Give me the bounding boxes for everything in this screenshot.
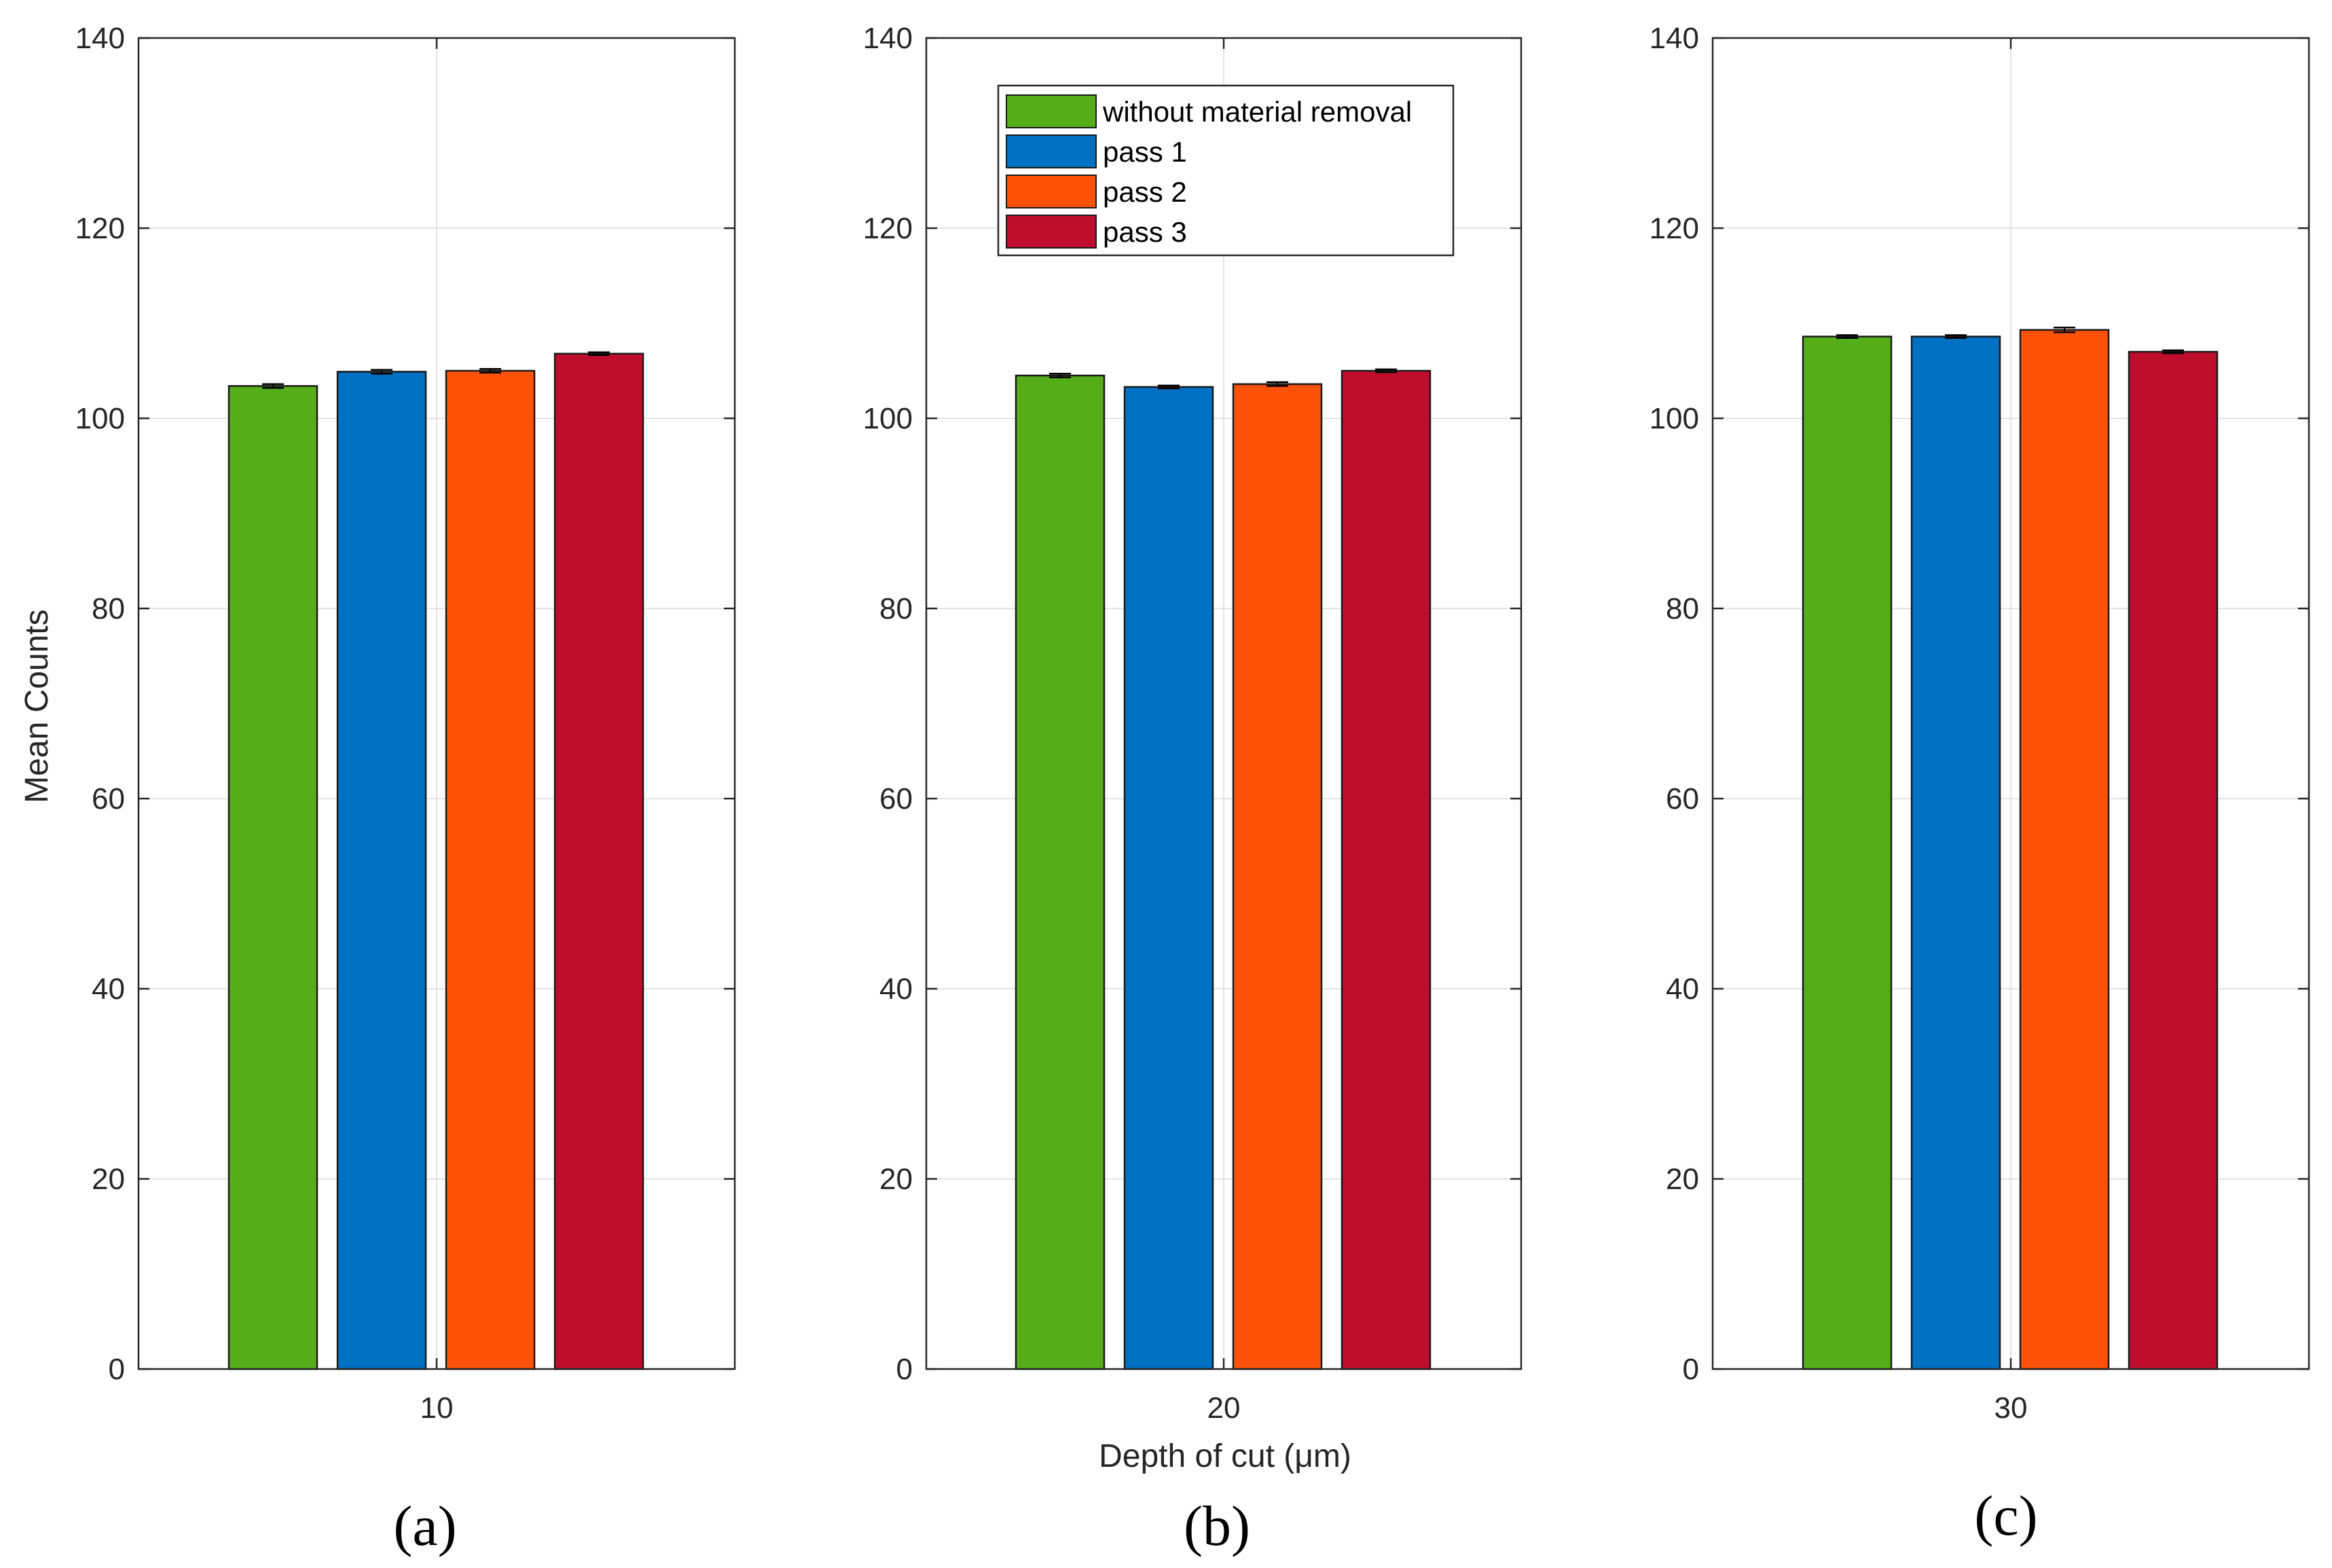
panel-b-y-tick-label: 120 — [863, 212, 913, 245]
panel-c-bar-pass-3 — [2128, 350, 2219, 1370]
panel-a-y-tick-label: 140 — [75, 22, 125, 55]
panel-a-y-axis-label: Mean Counts — [19, 609, 55, 803]
panel-b-ticks: 0 20 40 60 80 100 120 140 20 — [863, 22, 1521, 1425]
panel-a-y-tick-label: 40 — [92, 972, 125, 1006]
panel-a-y-tick-label: 80 — [92, 592, 125, 625]
panel-c: 0 20 40 60 80 100 120 140 30 (c) — [1650, 22, 2310, 1548]
panel-c-caption: (c) — [1974, 1484, 2037, 1548]
panel-a-bar-pass-2 — [445, 369, 536, 1370]
panel-c-y-tick-label: 20 — [1666, 1163, 1699, 1196]
legend-swatch-pass-1 — [1006, 134, 1097, 168]
legend-label-pass-2: pass 2 — [1103, 176, 1187, 208]
legend-entry-pass-1: pass 1 — [1006, 134, 1187, 168]
panel-c-ticks: 0 20 40 60 80 100 120 140 30 — [1650, 22, 2309, 1425]
panel-c-y-tick-label: 0 — [1683, 1353, 1699, 1386]
panel-a-y-tick-label: 60 — [92, 782, 125, 816]
panel-b-x-axis-label: Depth of cut (μm) — [1099, 1438, 1351, 1474]
panel-b-bar-pass-2 — [1232, 383, 1323, 1370]
panel-c-bar-pass-2 — [2019, 329, 2110, 1370]
panel-a-y-tick-label: 120 — [75, 212, 125, 245]
panel-a-bar-pass-3 — [553, 352, 644, 1370]
panel-b-y-tick-label: 60 — [879, 782, 913, 816]
panel-b-caption: (b) — [1184, 1495, 1250, 1558]
legend-swatch-pass-2 — [1006, 175, 1097, 208]
panel-a-y-tick-label: 20 — [92, 1163, 125, 1196]
legend-entry-pass-2: pass 2 — [1006, 175, 1187, 208]
panel-c-y-tick-label: 40 — [1666, 972, 1699, 1006]
legend: without material removal pass 1 pass 2 p… — [997, 84, 1455, 257]
panel-b-bar-pass-1 — [1123, 386, 1214, 1370]
legend-swatch-without-material-removal — [1006, 94, 1097, 128]
legend-swatch-pass-3 — [1006, 215, 1097, 249]
panel-c-x-tick-label: 30 — [1994, 1391, 2028, 1425]
legend-label-pass-1: pass 1 — [1103, 136, 1187, 168]
panel-c-bar-pass-1 — [1910, 335, 2001, 1370]
panel-c-y-tick-label: 120 — [1650, 212, 1699, 245]
legend-label-pass-3: pass 3 — [1103, 216, 1187, 248]
panel-b-y-tick-label: 40 — [879, 972, 913, 1006]
panel-b-y-tick-label: 0 — [896, 1353, 913, 1386]
panel-c-y-tick-label: 140 — [1650, 22, 1699, 55]
legend-entry-without-material-removal: without material removal — [1006, 94, 1412, 128]
panel-b-bar-without-material-removal — [1015, 374, 1106, 1370]
panel-a-caption: (a) — [393, 1495, 456, 1558]
panel-c-y-tick-label: 100 — [1650, 402, 1699, 435]
panel-a-bar-pass-1 — [336, 371, 427, 1370]
panel-b: 0 20 40 60 80 100 120 140 20 Depth of cut (μm) (… — [863, 22, 1523, 1558]
panel-b-bar-pass-3 — [1341, 369, 1432, 1370]
panel-c-y-tick-label: 80 — [1666, 592, 1699, 625]
panel-c-bar-without-material-removal — [1802, 335, 1893, 1370]
panel-c-y-tick-label: 60 — [1666, 782, 1699, 816]
legend-entry-pass-3: pass 3 — [1006, 215, 1187, 249]
legend-label-without-material-removal: without material removal — [1102, 96, 1412, 128]
panel-a: 0 20 40 60 80 100 120 140 10 Mean Counts (a) — [19, 22, 736, 1558]
panel-c-bars — [1802, 327, 2219, 1370]
panel-a-bars — [227, 351, 644, 1370]
panel-a-x-tick-label: 10 — [420, 1391, 454, 1425]
panel-b-y-tick-label: 20 — [879, 1163, 913, 1196]
panel-a-bar-without-material-removal — [227, 385, 318, 1370]
panel-a-y-tick-label: 0 — [109, 1353, 125, 1386]
panel-b-y-tick-label: 80 — [879, 592, 913, 625]
panel-b-y-tick-label: 100 — [863, 402, 913, 435]
panel-a-ticks: 0 20 40 60 80 100 120 140 10 — [75, 22, 735, 1425]
panel-b-bars — [1015, 368, 1432, 1370]
panel-a-y-tick-label: 100 — [75, 402, 125, 435]
panel-b-y-tick-label: 140 — [863, 22, 913, 55]
panel-b-x-tick-label: 20 — [1207, 1391, 1241, 1425]
